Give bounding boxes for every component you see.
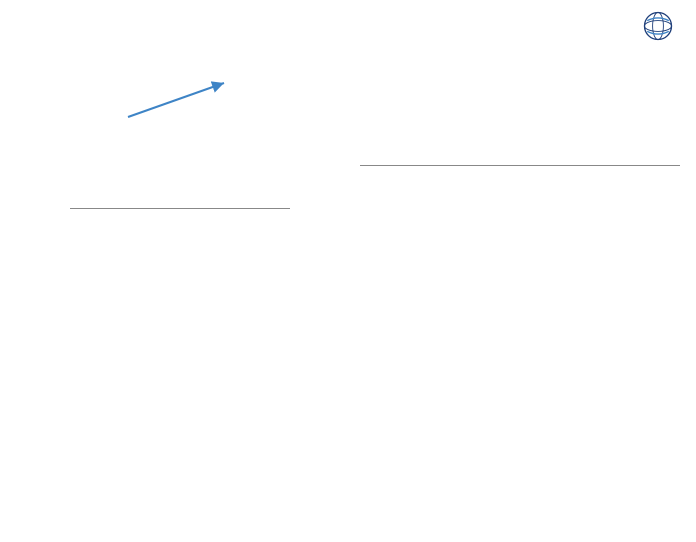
companies-labels (360, 166, 680, 196)
companies-plot (360, 56, 680, 166)
regional-chart (10, 260, 350, 530)
companies-chart (360, 50, 680, 240)
market-size-plot (70, 79, 290, 209)
market-size-chart (70, 55, 290, 245)
filament-chart (360, 265, 685, 525)
regional-donut (10, 296, 200, 486)
globe-icon (640, 8, 676, 44)
logo (640, 8, 680, 44)
